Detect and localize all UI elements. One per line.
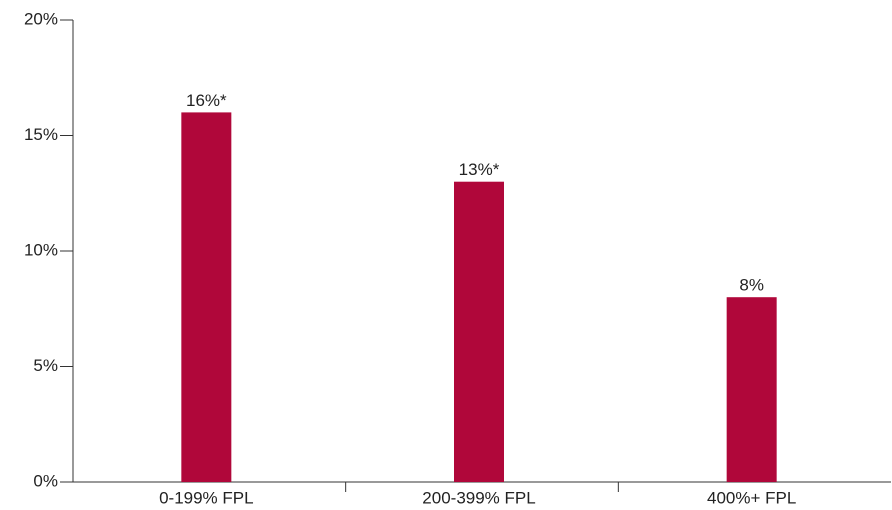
y-tick-label: 10% [24,240,58,259]
bar [454,181,504,482]
value-label: 8% [739,276,764,295]
y-tick-label: 20% [24,9,58,28]
y-tick-label: 0% [33,471,58,490]
bar [726,297,777,482]
x-tick-label: 400%+ FPL [707,488,796,507]
value-label: 16%* [186,91,227,110]
x-tick-label: 0-199% FPL [159,488,254,507]
y-tick-label: 5% [33,356,58,375]
y-tick-label: 15% [24,125,58,144]
value-label: 13%* [459,160,500,179]
x-tick-label: 200-399% FPL [422,488,535,507]
bar [181,112,232,483]
